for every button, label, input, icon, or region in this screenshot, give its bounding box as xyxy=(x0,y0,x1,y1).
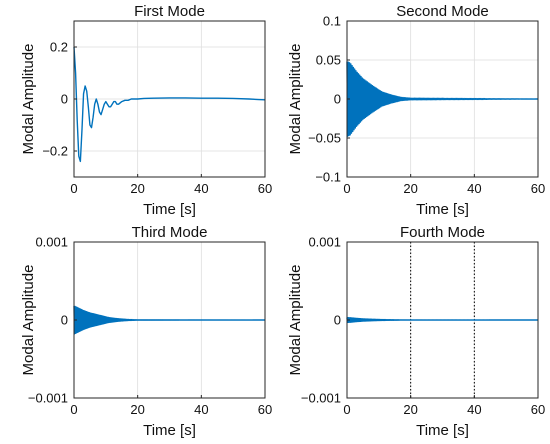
y-tick-label: 0.001 xyxy=(35,235,68,250)
y-tick-label: 0.2 xyxy=(50,40,68,55)
chart-title: Fourth Mode xyxy=(400,224,485,241)
y-axis-label: Modal Amplitude xyxy=(20,44,37,155)
x-tick-label: 20 xyxy=(130,181,144,196)
x-tick-label: 0 xyxy=(343,402,350,417)
x-tick-label: 20 xyxy=(403,181,417,196)
x-tick-label: 60 xyxy=(531,402,545,417)
y-tick-label: 0 xyxy=(61,313,68,328)
series-line xyxy=(73,46,266,163)
y-tick-label: 0 xyxy=(334,313,341,328)
x-tick-label: 60 xyxy=(258,181,272,196)
chart-title: Second Mode xyxy=(396,3,489,20)
x-tick-label: 0 xyxy=(343,181,350,196)
y-tick-label: −0.1 xyxy=(315,170,341,185)
y-tick-label: 0 xyxy=(334,92,341,107)
x-tick-label: 40 xyxy=(194,402,208,417)
x-axis-label: Time [s] xyxy=(143,422,196,439)
x-tick-label: 20 xyxy=(130,402,144,417)
y-tick-label: 0 xyxy=(61,92,68,107)
x-axis-label: Time [s] xyxy=(416,201,469,218)
y-tick-label: −0.2 xyxy=(42,144,68,159)
x-tick-label: 0 xyxy=(70,181,77,196)
y-tick-label: −0.001 xyxy=(28,391,68,406)
x-tick-label: 20 xyxy=(403,402,417,417)
x-axis-label: Time [s] xyxy=(416,422,469,439)
x-tick-label: 40 xyxy=(467,402,481,417)
x-tick-label: 60 xyxy=(258,402,272,417)
chart-title: Third Mode xyxy=(132,224,208,241)
y-axis-label: Modal Amplitude xyxy=(287,44,304,155)
y-tick-label: 0.001 xyxy=(308,235,341,250)
chart-title: First Mode xyxy=(134,3,205,20)
panel-1: 0 20 40 60 −0.2 0 0.2 First Mode Time [s] Modal A… xyxy=(20,3,272,218)
y-tick-label: 0.05 xyxy=(316,53,341,68)
y-tick-label: −0.05 xyxy=(308,131,341,146)
series-line xyxy=(346,317,539,324)
series-line xyxy=(73,305,266,335)
panel-2: 0 20 40 60 −0.1 −0.05 0 0.05 0.1 Second Mode Time … xyxy=(287,3,545,218)
y-tick-label: −0.001 xyxy=(301,391,341,406)
y-tick-label: 0.1 xyxy=(323,14,341,29)
x-tick-label: 40 xyxy=(467,181,481,196)
x-axis-label: Time [s] xyxy=(143,201,196,218)
x-tick-label: 0 xyxy=(70,402,77,417)
series-line xyxy=(346,61,539,137)
y-axis-label: Modal Amplitude xyxy=(287,265,304,376)
y-axis-label: Modal Amplitude xyxy=(20,265,37,376)
x-tick-label: 40 xyxy=(194,181,208,196)
x-tick-label: 60 xyxy=(531,181,545,196)
